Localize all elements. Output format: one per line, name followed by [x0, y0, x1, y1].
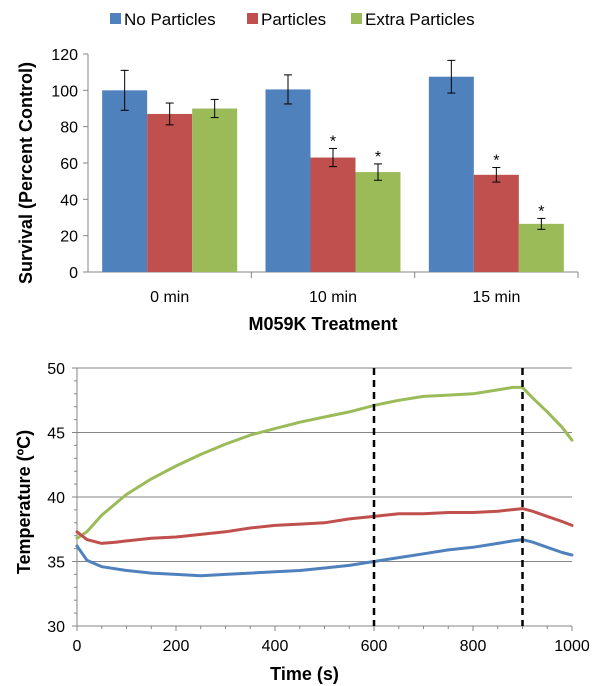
legend-label: No Particles [124, 10, 216, 29]
bar-y-tick-label: 0 [69, 265, 78, 282]
significance-marker: * [538, 203, 544, 220]
bar [147, 113, 193, 272]
bar [102, 90, 148, 272]
line-y-tick-label: 50 [47, 361, 65, 378]
significance-marker: * [375, 149, 381, 166]
temperature-line-chart: 30 35 40 45 50 0 200 400 600 800 1000 Temperature… [14, 361, 590, 684]
bar [473, 174, 519, 272]
bar-y-tick-label: 100 [51, 83, 78, 100]
line-vertical-markers [372, 368, 524, 626]
line-y-tick-label: 45 [47, 426, 65, 443]
bar-legend: No Particles Particles Extra Particles [110, 10, 475, 29]
bar-y-tick-labels: 0 20 40 60 80 100 120 [51, 47, 88, 282]
temperature-series-line [75, 385, 574, 540]
bar [355, 172, 401, 272]
bar [518, 223, 564, 272]
line-x-tick-label: 600 [361, 638, 388, 655]
line-y-tick-labels: 30 35 40 45 50 [47, 361, 77, 636]
bar-x-axis-title: M059K Treatment [248, 314, 397, 334]
significance-marker: * [493, 153, 499, 170]
legend-label: Extra Particles [365, 10, 475, 29]
line-x-tick-label: 0 [73, 638, 82, 655]
line-x-tick-label: 1000 [554, 638, 590, 655]
bar [192, 108, 238, 272]
bar-marks: * * * * [102, 59, 564, 272]
line-y-tick-label: 40 [47, 490, 65, 507]
bar-y-tick-label: 60 [60, 156, 78, 173]
temperature-series-line [75, 538, 574, 578]
legend-label: Particles [261, 10, 326, 29]
bar [310, 157, 356, 272]
legend-swatch [351, 13, 362, 24]
bar [265, 89, 311, 272]
temperature-series-line [75, 507, 574, 545]
bar-x-tick-label: 0 min [150, 289, 189, 306]
bar-y-axis-title: Survival (Percent Control) [16, 62, 36, 284]
bar [428, 76, 474, 272]
bar-y-tick-label: 120 [51, 47, 78, 64]
survival-bar-chart: No Particles Particles Extra Particles 0 20… [16, 10, 579, 334]
line-y-axis-title: Temperature (ºC) [14, 430, 34, 574]
bar-y-tick-label: 20 [60, 229, 78, 246]
line-x-tick-label: 800 [460, 638, 487, 655]
line-gridlines [77, 367, 572, 562]
line-x-axis-title: Time (s) [270, 664, 339, 684]
bar-y-tick-label: 80 [60, 120, 78, 137]
significance-marker: * [330, 133, 336, 150]
line-series-group [75, 385, 574, 578]
line-x-tick-labels: 0 200 400 600 800 1000 [73, 626, 590, 655]
legend-swatch [110, 13, 121, 24]
line-x-tick-label: 200 [163, 638, 190, 655]
bar-x-tick-label: 15 min [472, 289, 520, 306]
line-y-tick-label: 30 [47, 619, 65, 636]
bar-y-tick-label: 40 [60, 192, 78, 209]
bar-x-tick-label: 10 min [309, 289, 357, 306]
line-x-tick-label: 400 [262, 638, 289, 655]
legend-swatch [247, 13, 258, 24]
line-y-tick-label: 35 [47, 555, 65, 572]
bar-x-tick-labels: 0 min 10 min 15 min [150, 272, 579, 306]
